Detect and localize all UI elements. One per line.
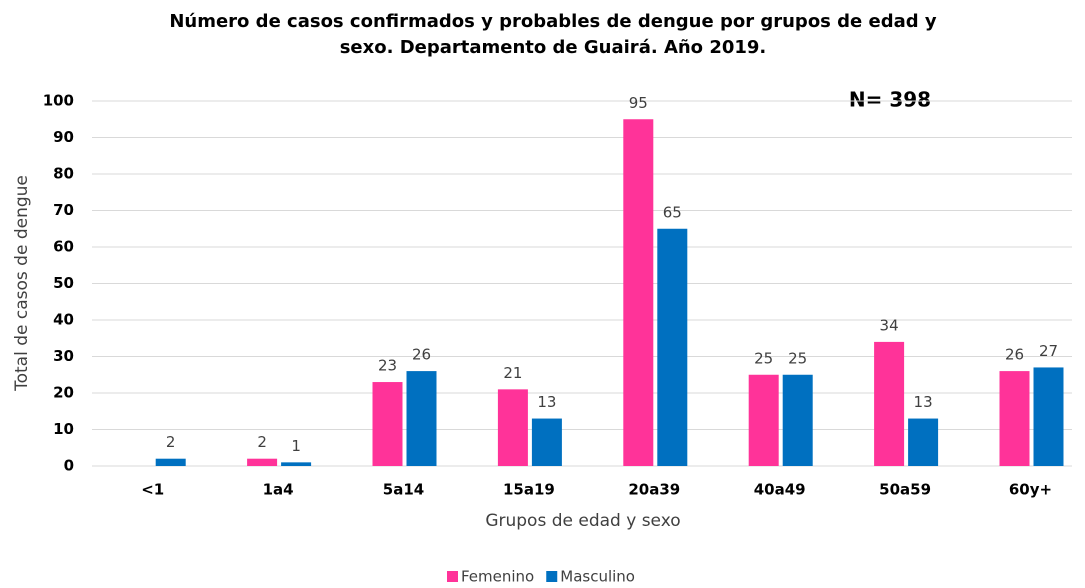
- data-label: 25: [788, 349, 807, 367]
- bar: [281, 462, 312, 466]
- bar: [531, 418, 562, 466]
- data-label: 95: [629, 94, 648, 112]
- x-tick-label: 50a59: [879, 481, 931, 499]
- bar: [1033, 367, 1064, 466]
- bar: [999, 371, 1030, 466]
- data-label: 23: [378, 357, 397, 375]
- legend-label: Masculino: [560, 568, 635, 586]
- x-tick-label: 60y+: [1009, 481, 1052, 499]
- y-axis-title: Total de casos de dengue: [12, 175, 32, 392]
- bar: [782, 374, 813, 466]
- x-tick-label: 5a14: [383, 481, 424, 499]
- x-axis-title: Grupos de edad y sexo: [485, 511, 680, 531]
- x-tick-label: <1: [141, 481, 164, 499]
- bar: [748, 374, 779, 466]
- bar: [372, 382, 403, 466]
- data-label: 1: [291, 437, 301, 455]
- data-label: 25: [754, 349, 773, 367]
- data-label: 13: [914, 393, 933, 411]
- data-label: 2: [257, 433, 267, 451]
- legend-label: Femenino: [461, 568, 534, 586]
- data-label: 34: [880, 316, 899, 334]
- bar: [155, 458, 186, 466]
- data-label: 21: [503, 364, 522, 382]
- y-tick-label: 80: [53, 165, 74, 183]
- bar: [657, 228, 688, 466]
- y-tick-label: 20: [53, 384, 74, 402]
- y-tick-label: 70: [53, 201, 74, 219]
- data-label: 27: [1039, 342, 1058, 360]
- bar: [623, 119, 654, 466]
- y-tick-label: 10: [53, 420, 74, 438]
- y-tick-label: 60: [53, 238, 74, 256]
- y-tick-label: 100: [43, 92, 74, 110]
- chart-title: sexo. Departamento de Guairá. Año 2019.: [340, 37, 767, 58]
- legend-swatch: [546, 571, 558, 582]
- data-label: 13: [537, 393, 556, 411]
- chart-title: Número de casos confirmados y probables …: [169, 11, 937, 32]
- x-tick-label: 1a4: [263, 481, 294, 499]
- bar: [908, 418, 939, 466]
- x-tick-label: 20a39: [628, 481, 680, 499]
- x-tick-label: 40a49: [754, 481, 806, 499]
- bar: [874, 341, 905, 466]
- data-label: 2: [166, 433, 176, 451]
- annotation: N= 398: [849, 88, 931, 112]
- bar: [406, 371, 437, 466]
- y-tick-label: 0: [64, 457, 74, 475]
- y-tick-label: 40: [53, 311, 74, 329]
- x-tick-label: 15a19: [503, 481, 555, 499]
- legend-swatch: [447, 571, 458, 582]
- data-label: 65: [663, 203, 682, 221]
- data-label: 26: [1005, 346, 1024, 364]
- data-label: 26: [412, 346, 431, 364]
- y-tick-label: 90: [53, 128, 74, 146]
- bar: [247, 458, 278, 466]
- y-tick-label: 50: [53, 274, 74, 292]
- y-tick-label: 30: [53, 347, 74, 365]
- bar: [497, 389, 528, 466]
